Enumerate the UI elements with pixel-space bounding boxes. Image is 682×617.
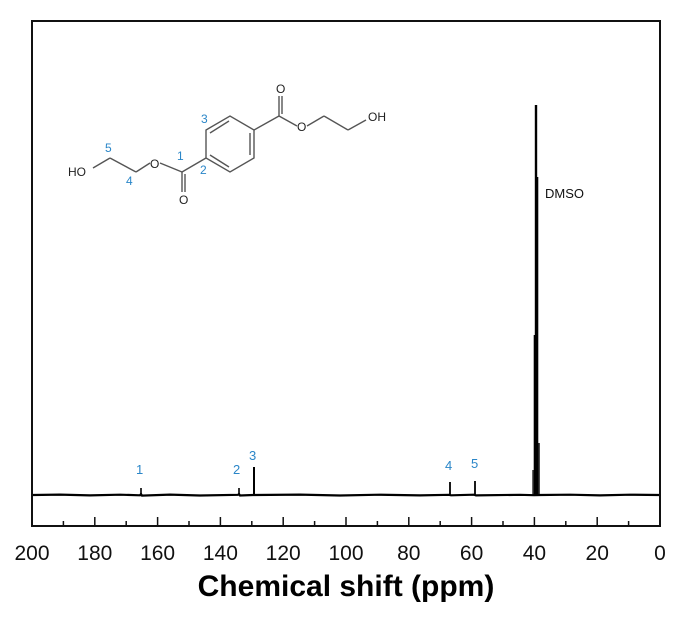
tick-label: 180 <box>77 542 112 565</box>
position-label-2: 2 <box>200 163 207 177</box>
tick-label: 120 <box>266 542 301 565</box>
plot-frame <box>31 20 661 527</box>
tick-label: 40 <box>523 542 546 565</box>
tick-label: 20 <box>586 542 609 565</box>
tick-label: 100 <box>328 542 363 565</box>
peak-label-5: 5 <box>471 456 478 471</box>
peak-label-2: 2 <box>233 462 240 477</box>
molecule-labels: HO O O O O OH 1 2 3 4 5 <box>68 82 386 207</box>
atom-ho-left: HO <box>68 165 86 179</box>
peak-label-4: 4 <box>445 458 452 473</box>
atom-o-ester-left: O <box>150 157 159 171</box>
position-label-4: 4 <box>126 174 133 188</box>
peak-label-3: 3 <box>249 448 256 463</box>
molecule-structure-inset <box>92 96 367 192</box>
x-axis-ticks <box>62 517 630 526</box>
atom-o-carbonyl-right: O <box>276 82 285 96</box>
tick-label: 160 <box>140 542 175 565</box>
baseline-noise <box>32 492 660 497</box>
atom-oh-right: OH <box>368 110 386 124</box>
atom-o-ester-right: O <box>297 120 306 134</box>
tick-label: 60 <box>460 542 483 565</box>
tick-label: 200 <box>14 542 49 565</box>
peak-label-1: 1 <box>136 462 143 477</box>
x-axis-tick-labels: 200 180 160 140 120 100 80 60 40 20 0 <box>14 542 665 565</box>
tick-label: 80 <box>397 542 420 565</box>
peak-dmso <box>532 105 540 495</box>
spectrum-trace <box>32 105 660 497</box>
position-label-1: 1 <box>177 149 184 163</box>
tick-label: 0 <box>654 542 666 565</box>
tick-label: 140 <box>203 542 238 565</box>
position-label-3: 3 <box>201 112 208 126</box>
position-label-5: 5 <box>105 141 112 155</box>
x-axis-title: Chemical shift (ppm) <box>198 570 495 603</box>
dmso-annotation: DMSO <box>545 186 584 201</box>
atom-o-carbonyl-left: O <box>179 193 188 207</box>
